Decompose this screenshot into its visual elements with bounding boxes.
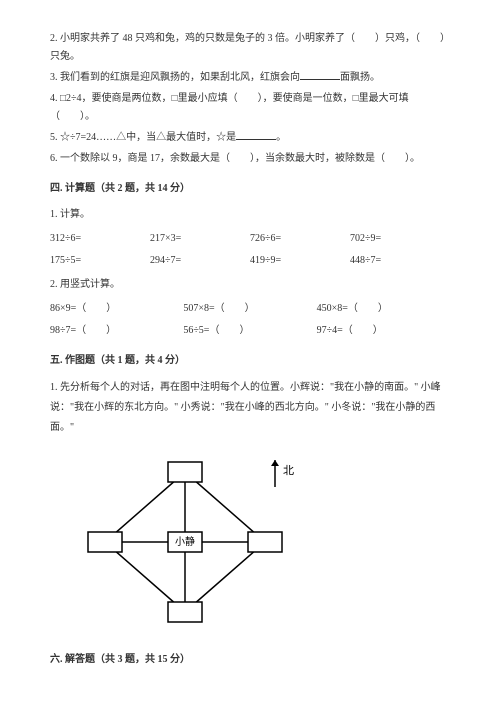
diagram-svg: 小静 北 [80, 452, 310, 632]
calc-cell: 86×9=（ ） [50, 300, 183, 318]
svg-text:北: 北 [283, 464, 294, 477]
calc-cell: 294÷7= [150, 252, 250, 270]
calc-row: 86×9=（ ） 507×8=（ ） 450×8=（ ） [50, 300, 450, 318]
fill-q5: 5. ☆÷7=24……△中，当△最大值时，☆是 。 [50, 129, 450, 147]
calc-cell: 726÷6= [250, 230, 350, 248]
calc-cell: 56÷5=（ ） [183, 322, 316, 340]
calc-cell: 448÷7= [350, 252, 450, 270]
calc-p2-title: 2. 用竖式计算。 [50, 276, 450, 294]
calc-cell: 507×8=（ ） [183, 300, 316, 318]
calc-cell: 702÷9= [350, 230, 450, 248]
blank[interactable] [236, 130, 276, 140]
calc-cell: 217×3= [150, 230, 250, 248]
blank[interactable] [300, 70, 340, 80]
fill-q5-b: 。 [276, 132, 286, 143]
position-diagram: 小静 北 [80, 452, 450, 639]
section-6-title: 六. 解答题（共 3 题，共 15 分） [50, 651, 450, 669]
calc-row: 312÷6= 217×3= 726÷6= 702÷9= [50, 230, 450, 248]
calc-p1-title: 1. 计算。 [50, 206, 450, 224]
draw-q1: 1. 先分析每个人的对话，再在图中注明每个人的位置。小辉说："我在小静的南面。"… [50, 378, 450, 438]
fill-q4: 4. □2÷4，要使商是两位数，□里最小应填（ ），要使商是一位数，□里最大可填… [50, 90, 450, 126]
calc-cell: 312÷6= [50, 230, 150, 248]
section-5-title: 五. 作图题（共 1 题，共 4 分） [50, 352, 450, 370]
fill-q5-a: 5. ☆÷7=24……△中，当△最大值时，☆是 [50, 132, 236, 143]
svg-text:小静: 小静 [175, 535, 195, 548]
calc-cell: 98÷7=（ ） [50, 322, 183, 340]
fill-q3-a: 3. 我们看到的红旗是迎风飘扬的，如果刮北风，红旗会向 [50, 72, 300, 83]
calc-cell: 97÷4=（ ） [317, 322, 450, 340]
calc-cell: 175÷5= [50, 252, 150, 270]
calc-cell: 450×8=（ ） [317, 300, 450, 318]
fill-q3: 3. 我们看到的红旗是迎风飘扬的，如果刮北风，红旗会向 面飘扬。 [50, 69, 450, 87]
calc-cell: 419÷9= [250, 252, 350, 270]
section-4-title: 四. 计算题（共 2 题，共 14 分） [50, 180, 450, 198]
calc-row: 98÷7=（ ） 56÷5=（ ） 97÷4=（ ） [50, 322, 450, 340]
fill-q3-b: 面飘扬。 [340, 72, 380, 83]
fill-q6: 6. 一个数除以 9，商是 17，余数最大是（ ），当余数最大时，被除数是（ ）… [50, 150, 450, 168]
calc-row: 175÷5= 294÷7= 419÷9= 448÷7= [50, 252, 450, 270]
fill-q2: 2. 小明家共养了 48 只鸡和兔，鸡的只数是兔子的 3 倍。小明家养了（ ）只… [50, 30, 450, 66]
